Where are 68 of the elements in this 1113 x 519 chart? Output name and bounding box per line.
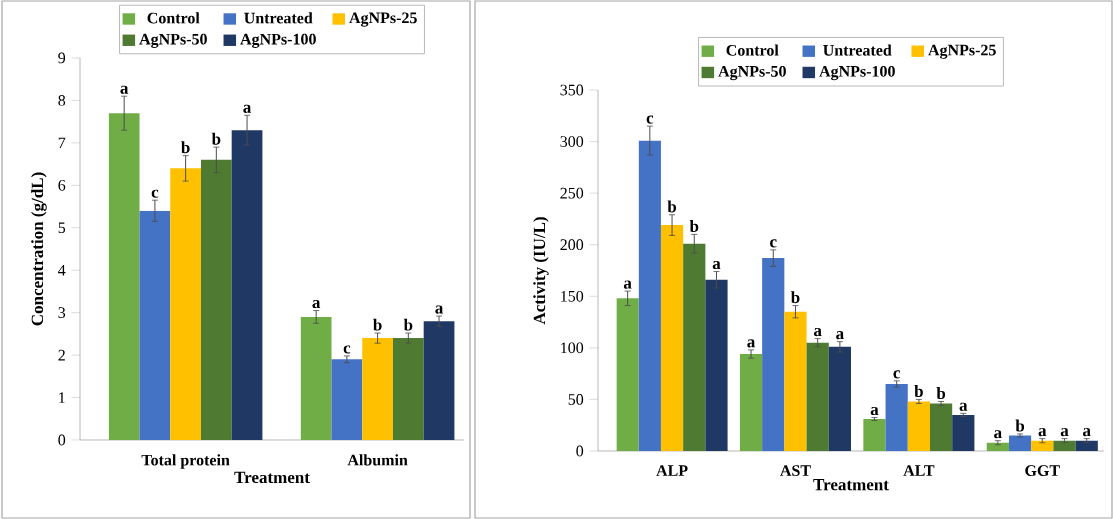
legend-label: AgNPs-100 [240, 33, 316, 48]
y-tick-label: 4 [58, 264, 66, 276]
y-tick-label: 150 [561, 290, 584, 302]
legend-label: Untreated [823, 44, 892, 56]
data-label: a [994, 430, 1002, 439]
y-tick-label: 350 [560, 84, 584, 96]
y-tick-label: 300 [560, 136, 584, 147]
y-tick-label: 8 [58, 95, 66, 106]
y-tick-label: 6 [58, 179, 66, 191]
y-axis-title: Activity (IU/L) [533, 217, 549, 325]
x-tick-label: Albumin [347, 454, 408, 466]
y-tick-label: 0 [576, 445, 584, 457]
data-label: a [120, 85, 129, 94]
x-tick-label: Total protein [141, 454, 230, 469]
y-axis-title: Concentration (g/dL) [31, 172, 47, 326]
data-label: a [435, 305, 444, 314]
data-label: c [646, 115, 654, 124]
data-label: c [343, 345, 351, 354]
data-label: c [893, 370, 901, 379]
legend-label: Untreated [244, 12, 313, 24]
x-tick-label: ALT [903, 465, 935, 476]
data-label: b [790, 291, 800, 304]
x-tick-label: ALP [656, 465, 688, 476]
data-label: b [403, 318, 413, 331]
y-tick-label: 2 [58, 349, 65, 361]
legend-label: AgNPs-50 [718, 65, 786, 81]
legend-label: Control [726, 44, 779, 56]
data-label: b [211, 132, 221, 145]
data-label: c [151, 189, 159, 198]
data-label: a [243, 104, 252, 113]
y-tick-label: 200 [560, 239, 584, 251]
y-tick-label: 100 [561, 342, 584, 354]
y-tick-label: 7 [58, 137, 66, 149]
data-label: c [770, 239, 777, 248]
data-label: a [712, 260, 721, 270]
x-tick-label: GGT [1025, 465, 1060, 476]
y-tick-label: 0 [58, 434, 66, 446]
x-axis-title: Treatment [234, 471, 310, 484]
legend-label: AgNPs-25 [349, 12, 417, 27]
data-label: b [181, 141, 190, 154]
data-label: a [1038, 428, 1047, 437]
y-tick-label: 3 [58, 307, 66, 319]
x-tick-label: AST [780, 465, 811, 476]
y-tick-label: 5 [58, 222, 66, 234]
legend-label: AgNPs-25 [928, 44, 996, 59]
data-label: a [813, 328, 822, 337]
data-label: b [1015, 419, 1025, 432]
y-tick-label: 9 [58, 52, 66, 64]
x-axis-title: Treatment [813, 479, 889, 491]
legend-label: Control [147, 12, 200, 24]
data-label: a [312, 300, 321, 309]
legend-label: AgNPs-50 [139, 33, 207, 48]
data-label: b [689, 220, 699, 232]
data-label: a [747, 339, 756, 348]
y-tick-label: 1 [59, 392, 65, 403]
y-tick-label: 250 [560, 187, 584, 199]
data-label: a [1060, 428, 1069, 437]
data-label: a [836, 331, 844, 340]
data-label: a [959, 402, 968, 411]
data-label: b [914, 385, 923, 398]
data-label: a [870, 406, 879, 416]
data-label: a [1083, 428, 1091, 437]
data-label: b [936, 387, 946, 400]
data-label: b [373, 318, 382, 331]
legend-label: AgNPs-100 [819, 65, 895, 81]
data-label: a [623, 280, 632, 289]
y-tick-label: 50 [568, 394, 584, 405]
data-label: b [667, 200, 677, 213]
